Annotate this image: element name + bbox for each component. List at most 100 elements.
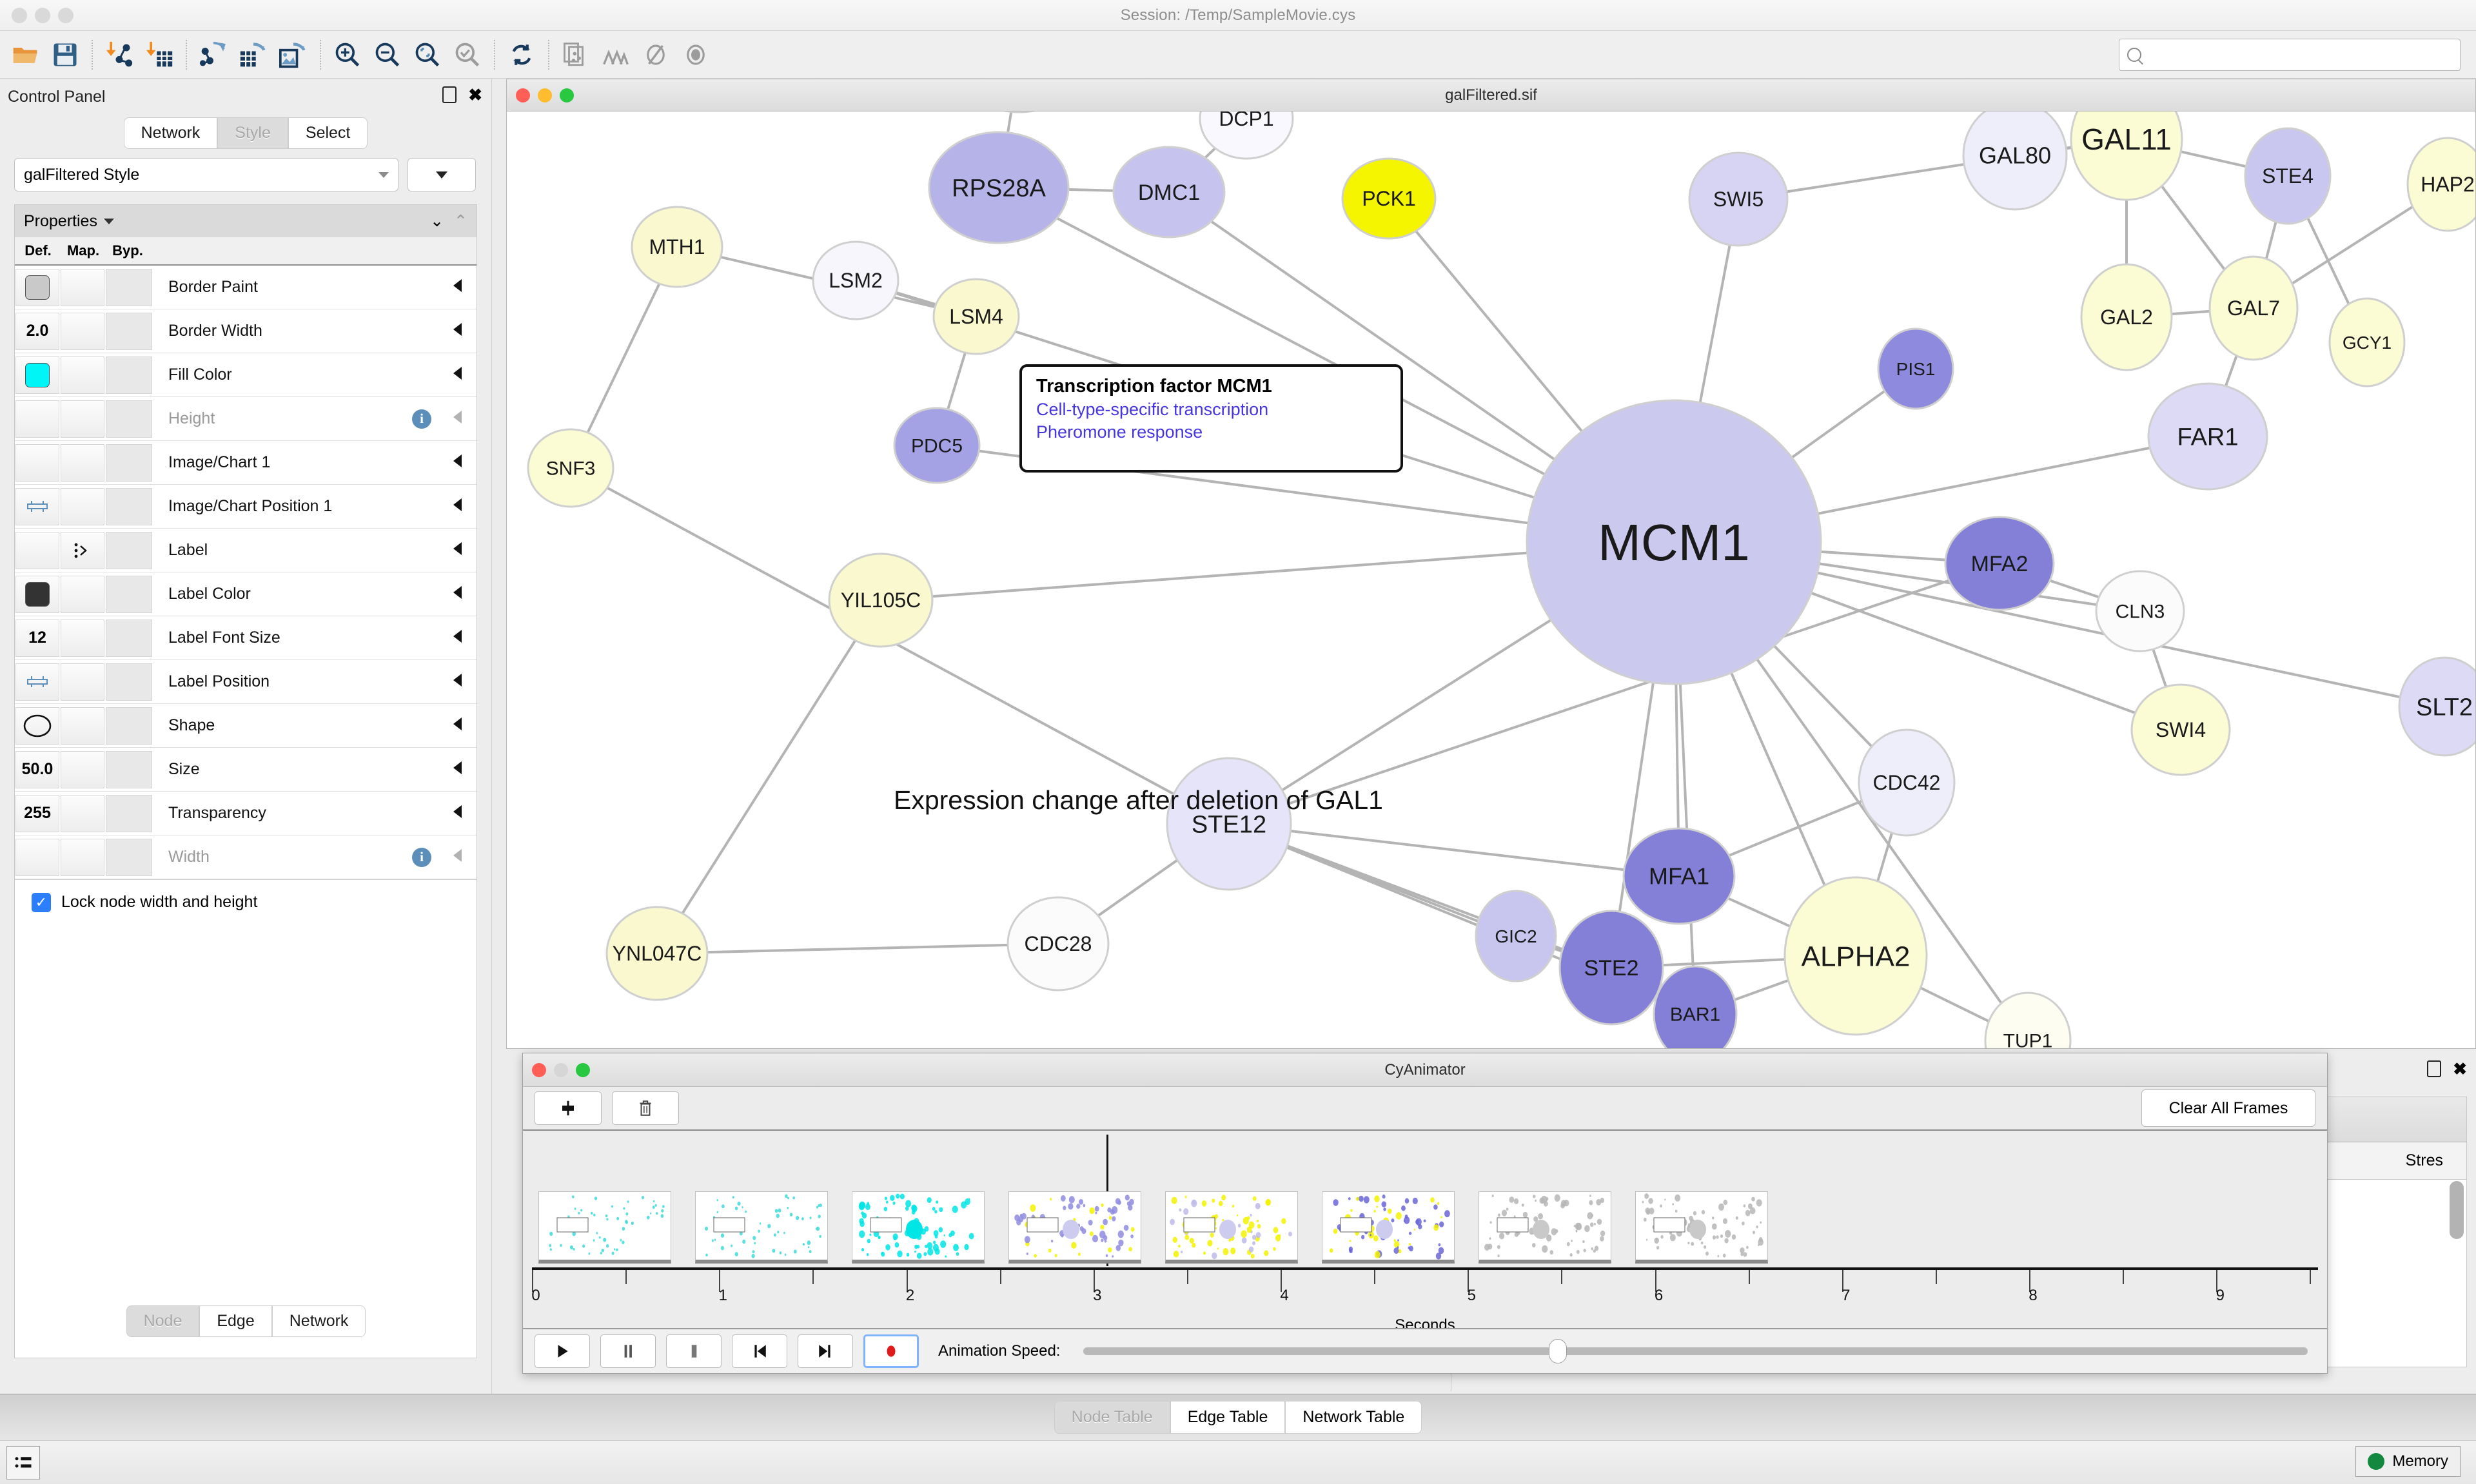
info-icon[interactable]: i — [412, 409, 431, 429]
property-default-cell[interactable]: 50.0 — [15, 750, 59, 788]
add-frame-button[interactable] — [535, 1091, 602, 1125]
table-scrollbar[interactable] — [2450, 1181, 2464, 1239]
network-node[interactable]: YIL105C — [828, 552, 934, 648]
property-row[interactable]: Image/Chart Position 1 — [15, 485, 477, 529]
network-node[interactable]: GAL7 — [2208, 255, 2299, 361]
property-default-cell[interactable]: 12 — [15, 619, 59, 657]
property-expand-arrow[interactable] — [438, 498, 477, 514]
skip-forward-button[interactable] — [798, 1334, 853, 1368]
network-node[interactable]: PCK1 — [1341, 157, 1437, 240]
stop-button[interactable] — [666, 1334, 722, 1368]
close-window-button[interactable] — [516, 88, 530, 103]
network-node[interactable]: GIC2 — [1475, 890, 1557, 982]
fit-selected-icon[interactable] — [447, 35, 487, 75]
network-node[interactable]: GCY1 — [2328, 297, 2406, 387]
color-swatch[interactable] — [25, 581, 50, 607]
import-network-icon[interactable] — [99, 35, 139, 75]
network-node[interactable]: SWI5 — [1688, 151, 1789, 247]
animation-frame[interactable] — [1322, 1191, 1455, 1264]
property-bypass-cell[interactable] — [106, 663, 152, 701]
maximize-window-button[interactable] — [560, 88, 574, 103]
network-node[interactable]: CDC28 — [1007, 896, 1110, 991]
network-node[interactable]: MFA2 — [1944, 516, 2055, 611]
property-default-cell[interactable] — [15, 444, 59, 482]
property-bypass-cell[interactable] — [106, 619, 152, 657]
show-icon[interactable] — [676, 35, 716, 75]
property-default-cell[interactable] — [15, 575, 59, 613]
property-expand-arrow[interactable] — [438, 586, 477, 602]
network-node[interactable]: RPS28A — [928, 131, 1070, 244]
tab-node-table[interactable]: Node Table — [1054, 1401, 1170, 1434]
collapse-all-icon[interactable]: ⌄ — [430, 212, 444, 230]
color-swatch[interactable] — [25, 362, 50, 387]
network-node[interactable]: DMC1 — [1112, 146, 1226, 239]
property-default-cell[interactable] — [15, 400, 59, 438]
property-bypass-cell[interactable] — [106, 268, 152, 306]
property-expand-arrow[interactable] — [438, 761, 477, 777]
close-icon[interactable]: ✖ — [468, 85, 482, 104]
zoom-selected-icon[interactable] — [408, 35, 447, 75]
property-expand-arrow[interactable] — [438, 805, 477, 821]
zoom-in-icon[interactable] — [328, 35, 368, 75]
network-node[interactable]: GAL80 — [1962, 112, 2068, 211]
animation-frame[interactable] — [1479, 1191, 1611, 1264]
property-bypass-cell[interactable] — [106, 444, 152, 482]
network-node[interactable]: LSM4 — [932, 278, 1020, 355]
network-node[interactable]: LSM2 — [812, 240, 899, 320]
property-default-cell[interactable] — [15, 531, 59, 569]
property-row[interactable]: Shape — [15, 704, 477, 748]
property-mapping-cell[interactable] — [61, 312, 104, 350]
search-input[interactable] — [2119, 39, 2461, 71]
network-node[interactable]: MCM1 — [1526, 399, 1822, 685]
maximize-window-button[interactable] — [58, 8, 74, 23]
property-bypass-cell[interactable] — [106, 750, 152, 788]
network-node[interactable]: GAL2 — [2080, 263, 2173, 371]
network-node[interactable]: SWI4 — [2130, 683, 2231, 776]
network-node[interactable]: STE4 — [2244, 127, 2332, 225]
tab-network-table[interactable]: Network Table — [1285, 1401, 1422, 1434]
property-default-cell[interactable] — [15, 838, 59, 876]
property-expand-arrow[interactable] — [438, 718, 477, 734]
zoom-out-icon[interactable] — [368, 35, 408, 75]
network-node[interactable]: CLN3 — [2095, 570, 2185, 652]
tab-network[interactable]: Network — [123, 117, 218, 149]
property-default-cell[interactable]: 2.0 — [15, 312, 59, 350]
tab-select[interactable]: Select — [288, 117, 368, 149]
property-bypass-cell[interactable] — [106, 531, 152, 569]
tab-style[interactable]: Style — [217, 117, 288, 149]
property-row[interactable]: 2.0 Border Width — [15, 309, 477, 353]
window-traffic-lights[interactable] — [12, 8, 74, 23]
property-expand-arrow[interactable] — [438, 279, 477, 295]
save-icon[interactable] — [45, 35, 85, 75]
frames-strip[interactable] — [523, 1131, 2327, 1267]
export-table-icon[interactable] — [233, 35, 273, 75]
network-node[interactable]: PDC5 — [893, 407, 981, 484]
network-node[interactable]: DCP1 — [1199, 112, 1294, 160]
property-expand-arrow[interactable] — [438, 630, 477, 646]
lock-node-size-row[interactable]: ✓ Lock node width and height — [15, 879, 477, 924]
close-window-button[interactable] — [532, 1062, 546, 1077]
property-expand-arrow[interactable] — [438, 454, 477, 471]
property-bypass-cell[interactable] — [106, 356, 152, 394]
memory-status-button[interactable]: Memory — [2355, 1446, 2461, 1477]
export-network-icon[interactable] — [193, 35, 233, 75]
network-canvas[interactable]: RPS28BDCP1RPS28ADMC1PCK1SWI5GAL80GAL11ST… — [507, 112, 2475, 1048]
property-row[interactable]: Border Paint — [15, 266, 477, 309]
property-mapping-cell[interactable] — [61, 575, 104, 613]
property-bypass-cell[interactable] — [106, 838, 152, 876]
animation-frame[interactable] — [695, 1191, 828, 1264]
refresh-icon[interactable] — [502, 35, 542, 75]
property-bypass-cell[interactable] — [106, 487, 152, 525]
animation-speed-slider[interactable] — [1083, 1339, 2308, 1363]
property-default-cell[interactable] — [15, 707, 59, 745]
property-row[interactable]: Image/Chart 1 — [15, 441, 477, 485]
color-swatch[interactable] — [25, 275, 50, 300]
property-mapping-cell[interactable] — [61, 268, 104, 306]
delete-frame-button[interactable] — [612, 1091, 679, 1125]
export-image-icon[interactable] — [273, 35, 313, 75]
property-mapping-cell[interactable] — [61, 619, 104, 657]
animation-frame[interactable] — [1008, 1191, 1141, 1264]
property-default-cell[interactable]: 255 — [15, 794, 59, 832]
float-panel-button[interactable] — [442, 86, 457, 103]
network-node[interactable]: STE2 — [1558, 910, 1664, 1026]
